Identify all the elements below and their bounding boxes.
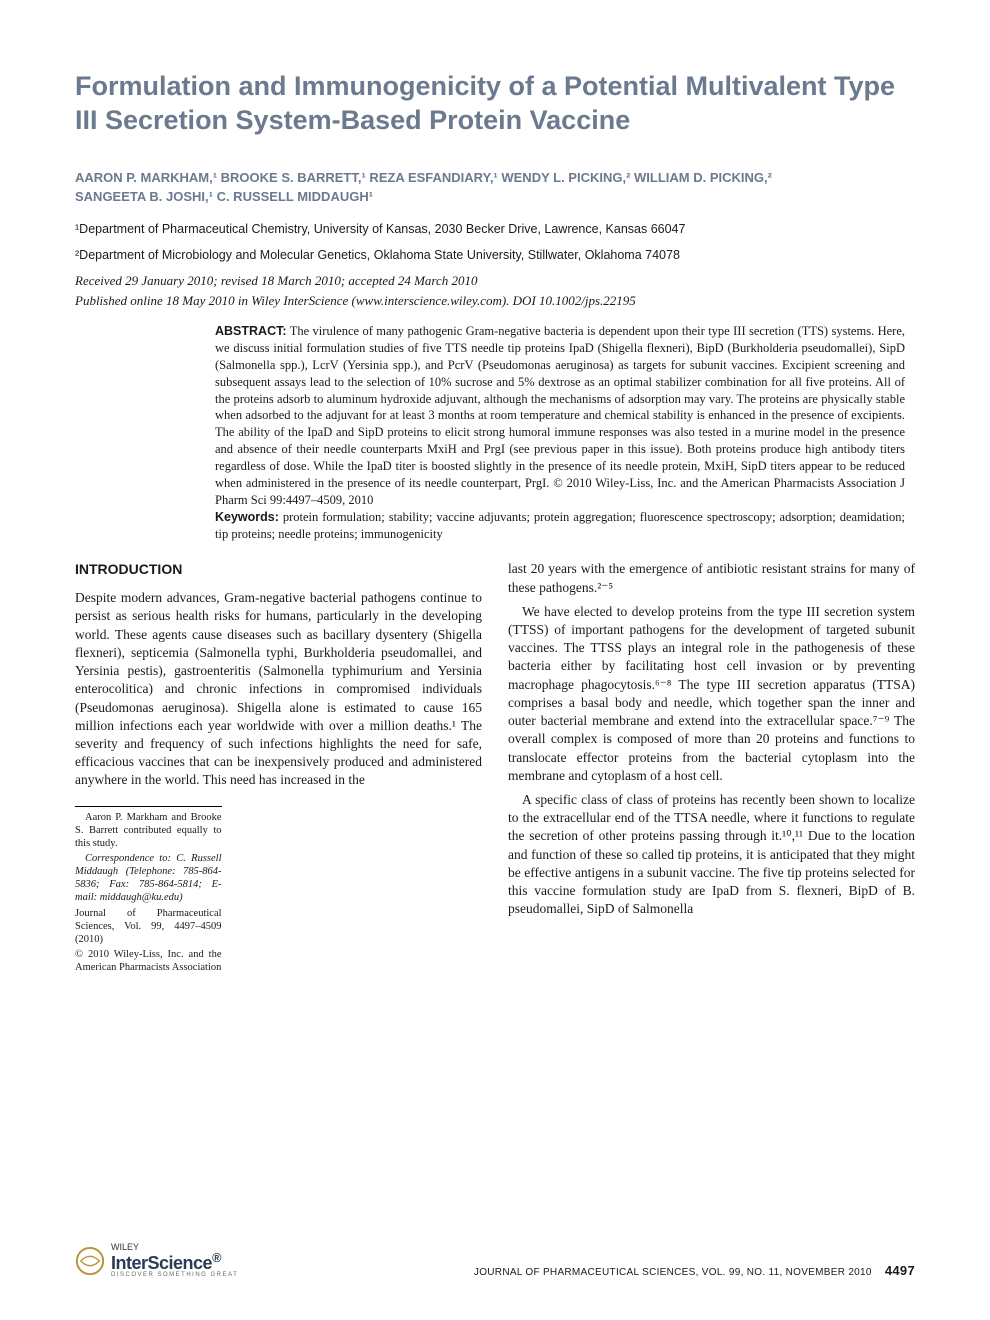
page-number: 4497	[885, 1263, 915, 1278]
received-dates: Received 29 January 2010; revised 18 Mar…	[75, 273, 915, 289]
body-paragraph: Despite modern advances, Gram-negative b…	[75, 589, 482, 789]
authors-block: AARON P. MARKHAM,¹ BROOKE S. BARRETT,¹ R…	[75, 168, 915, 207]
footnote-correspondence: Correspondence to: C. Russell Middaugh (…	[75, 852, 222, 905]
footnote-corr-text: Correspondence to: C. Russell Middaugh (…	[75, 853, 222, 903]
page-footer: WILEY InterScience® DISCOVER SOMETHING G…	[75, 1243, 915, 1278]
keywords-text: protein formulation; stability; vaccine …	[215, 510, 905, 541]
footnotes-block: Aaron P. Markham and Brooke S. Barrett c…	[75, 806, 222, 975]
running-head: JOURNAL OF PHARMACEUTICAL SCIENCES, VOL.…	[474, 1263, 915, 1278]
affiliation: ²Department of Microbiology and Molecula…	[75, 247, 915, 263]
body-columns: INTRODUCTION Despite modern advances, Gr…	[75, 560, 915, 976]
interscience-mark-icon	[75, 1246, 105, 1276]
footnote-journal: Journal of Pharmaceutical Sciences, Vol.…	[75, 907, 222, 946]
right-column: last 20 years with the emergence of anti…	[508, 560, 915, 976]
publisher-logo-text: WILEY InterScience® DISCOVER SOMETHING G…	[111, 1243, 238, 1278]
abstract-block: ABSTRACT: The virulence of many pathogen…	[215, 323, 905, 542]
publisher-logo: WILEY InterScience® DISCOVER SOMETHING G…	[75, 1243, 238, 1278]
running-head-text: JOURNAL OF PHARMACEUTICAL SCIENCES, VOL.…	[474, 1267, 872, 1278]
authors-line: SANGEETA B. JOSHI,¹ C. RUSSELL MIDDAUGH¹	[75, 189, 373, 204]
authors-line: AARON P. MARKHAM,¹ BROOKE S. BARRETT,¹ R…	[75, 170, 772, 185]
section-heading: INTRODUCTION	[75, 560, 482, 579]
published-online: Published online 18 May 2010 in Wiley In…	[75, 293, 915, 309]
logo-main-text: InterScience	[111, 1253, 212, 1273]
keywords-label: Keywords:	[215, 510, 279, 524]
body-paragraph: last 20 years with the emergence of anti…	[508, 560, 915, 596]
logo-brand-text: WILEY	[111, 1242, 139, 1252]
left-column: INTRODUCTION Despite modern advances, Gr…	[75, 560, 482, 976]
article-title: Formulation and Immunogenicity of a Pote…	[75, 70, 915, 138]
abstract-text: The virulence of many pathogenic Gram-ne…	[215, 324, 905, 507]
abstract-label: ABSTRACT:	[215, 324, 287, 338]
footnote-contrib: Aaron P. Markham and Brooke S. Barrett c…	[75, 811, 222, 850]
registered-mark: ®	[212, 1251, 221, 1265]
body-paragraph: We have elected to develop proteins from…	[508, 603, 915, 785]
logo-tagline: DISCOVER SOMETHING GREAT	[111, 1272, 238, 1278]
footnote-copyright: © 2010 Wiley-Liss, Inc. and the American…	[75, 948, 222, 974]
body-paragraph: A specific class of class of proteins ha…	[508, 791, 915, 919]
affiliation: ¹Department of Pharmaceutical Chemistry,…	[75, 221, 915, 237]
